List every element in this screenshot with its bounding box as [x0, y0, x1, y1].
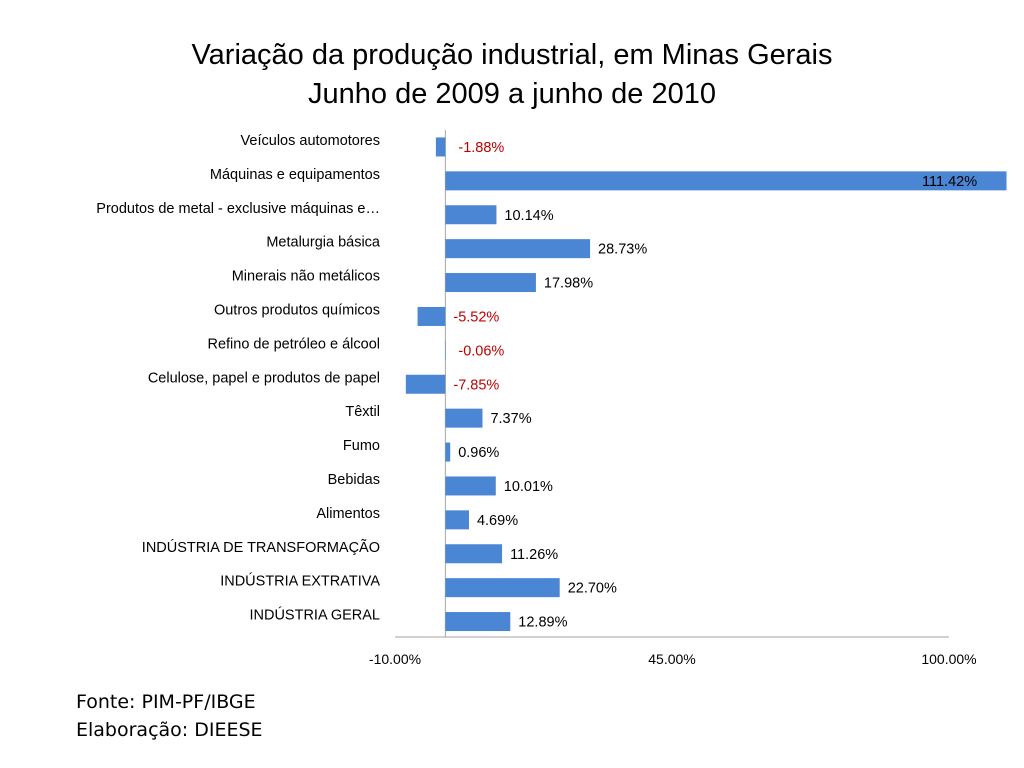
category-label: INDÚSTRIA EXTRATIVA — [220, 573, 380, 590]
category-label: Fumo — [343, 438, 380, 454]
data-label: 10.01% — [504, 479, 553, 495]
chart-footer: Fonte: PIM-PF/IBGE Elaboração: DIEESE — [76, 688, 263, 744]
category-label: Metalurgia básica — [266, 235, 381, 251]
data-label: -0.06% — [458, 343, 504, 359]
category-label: Minerais não metálicos — [232, 269, 380, 285]
data-label: -7.85% — [453, 377, 499, 393]
bar — [445, 476, 496, 496]
category-label: INDÚSTRIA DE TRANSFORMAÇÃO — [142, 539, 380, 556]
category-label: Alimentos — [316, 506, 380, 522]
category-label: Produtos de metal - exclusive máquinas e… — [96, 201, 380, 217]
bar — [445, 612, 511, 632]
bar — [435, 137, 446, 157]
bar — [445, 340, 446, 360]
category-label: Veículos automotores — [241, 133, 380, 149]
x-tick-label: -10.00% — [369, 651, 421, 667]
data-label: 111.42% — [922, 174, 977, 190]
data-label: 12.89% — [518, 615, 567, 631]
category-label: Celulose, papel e produtos de papel — [148, 370, 380, 386]
chart-title-line2: Junho de 2009 a junho de 2010 — [308, 78, 716, 110]
bar — [445, 205, 497, 225]
bar — [405, 374, 446, 394]
bar — [445, 273, 536, 293]
bar — [445, 408, 483, 428]
data-label: 17.98% — [544, 276, 593, 292]
category-label: Bebidas — [328, 472, 380, 488]
bar — [445, 239, 591, 259]
data-label: -1.88% — [458, 140, 504, 156]
source-note: Fonte: PIM-PF/IBGE — [76, 691, 256, 713]
category-label: Refino de petróleo e álcool — [207, 336, 380, 352]
chart-title: Variação da produção industrial, em Mina… — [0, 36, 1024, 114]
bar — [445, 442, 451, 462]
data-label: 4.69% — [477, 513, 518, 529]
data-label: 11.26% — [510, 547, 558, 563]
category-label: Máquinas e equipamentos — [210, 167, 380, 183]
bar — [445, 544, 503, 564]
data-label: 22.70% — [568, 581, 617, 597]
bar — [417, 306, 446, 326]
data-label: -5.52% — [453, 309, 499, 325]
bar — [445, 510, 469, 530]
category-label: Têxtil — [345, 404, 380, 420]
chart-title-line1: Variação da produção industrial, em Mina… — [191, 39, 833, 71]
bar — [445, 578, 560, 598]
bar — [445, 171, 1007, 191]
data-label: 0.96% — [458, 445, 499, 461]
category-label: INDÚSTRIA GERAL — [249, 607, 380, 624]
author-note: Elaboração: DIEESE — [76, 719, 263, 741]
data-label: 28.73% — [598, 242, 647, 258]
data-label: 7.37% — [490, 411, 531, 427]
data-label: 10.14% — [504, 208, 553, 224]
bar-chart: -10.00% 45.00% 100.00% Veículos automotores… — [96, 130, 1007, 667]
x-tick-label: 45.00% — [648, 651, 695, 667]
x-tick-label: 100.00% — [921, 651, 976, 667]
category-label: Outros produtos químicos — [214, 302, 380, 318]
